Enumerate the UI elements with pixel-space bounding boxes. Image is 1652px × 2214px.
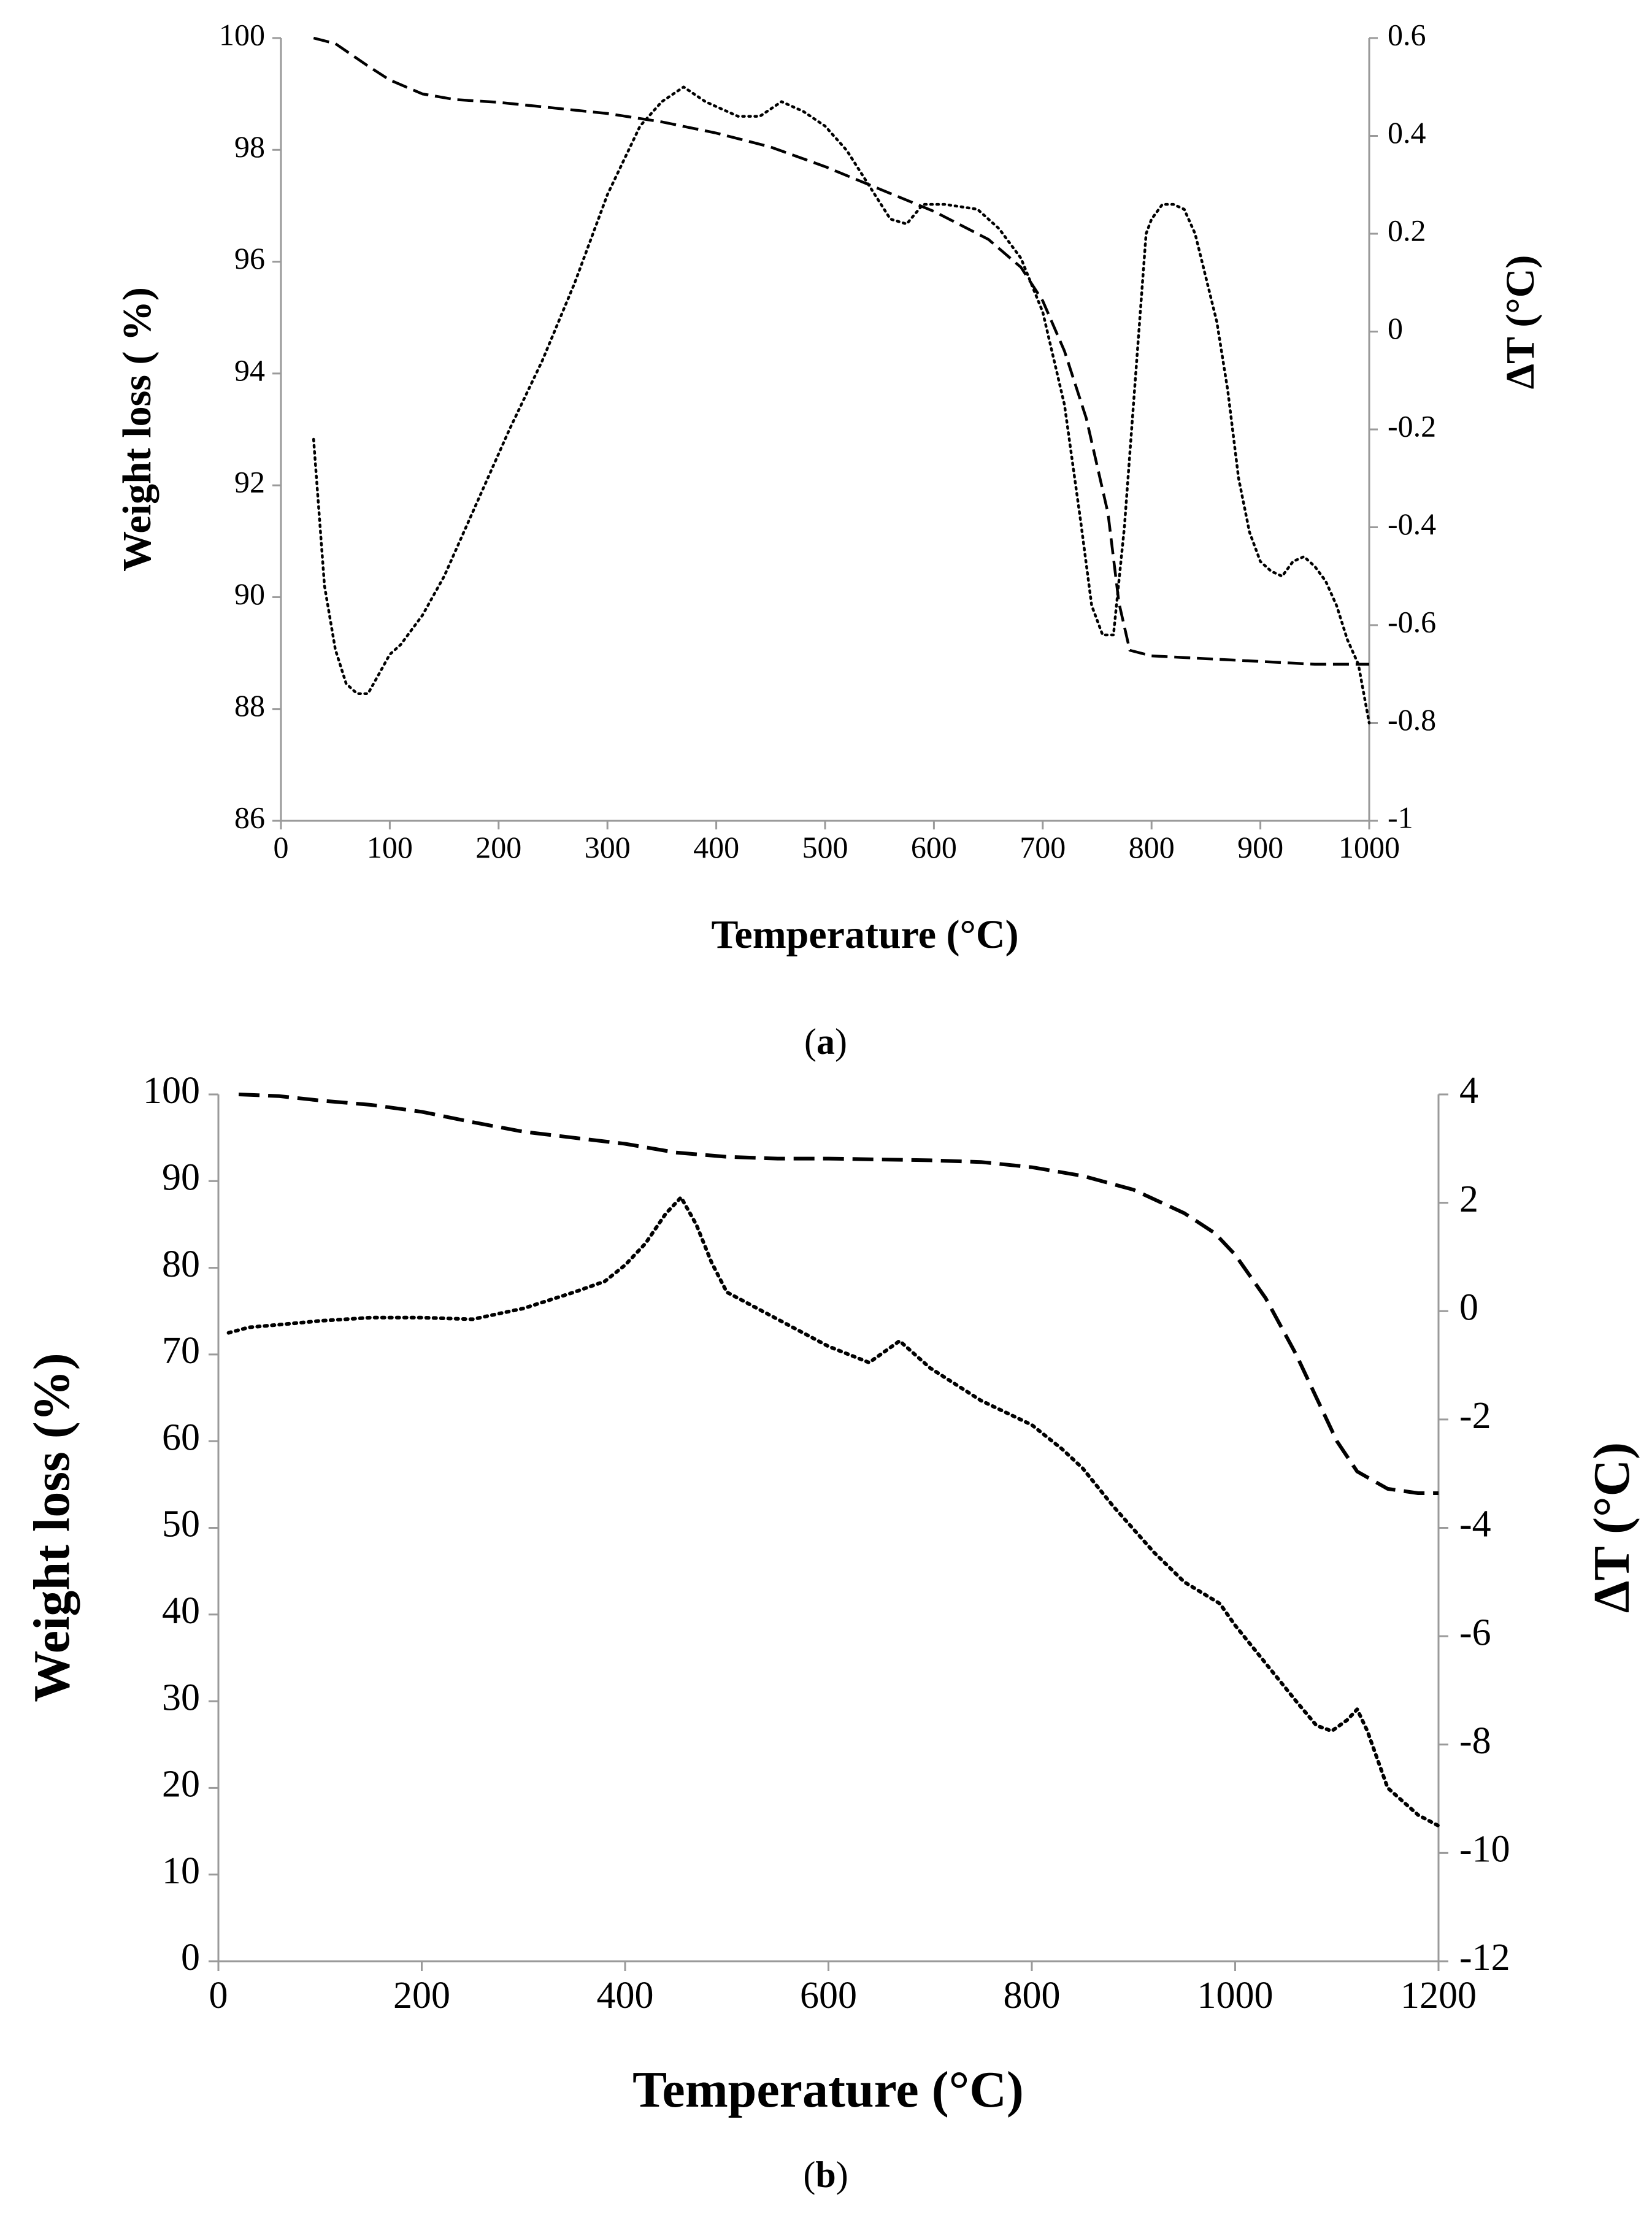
x-tick-label: 700 (1020, 830, 1066, 864)
x-tick-label: 800 (1129, 830, 1175, 864)
y-right-tick-label: -0.6 (1388, 604, 1436, 639)
y-right-tick-label: 2 (1459, 1178, 1478, 1220)
y-right-tick-label: 0.6 (1388, 17, 1426, 52)
y-left-tick-label: 94 (234, 353, 265, 387)
y-right-tick-label: -10 (1459, 1829, 1510, 1870)
y-left-tick-label: 88 (234, 688, 265, 723)
y-left-tick-label: 10 (162, 1850, 200, 1892)
y-left-tick-label: 80 (162, 1243, 200, 1285)
panel-b: 0 200 400 600 800 1000 12000102030405060708090… (23, 1070, 1640, 2195)
x-tick-label: 1000 (1197, 1975, 1274, 2016)
y-left-tick-label: 0 (181, 1937, 200, 1978)
y-left-tick-label: 100 (219, 17, 265, 52)
y-right-tick-label: 0 (1388, 311, 1403, 345)
y-right-tick-label: 0.4 (1388, 115, 1426, 150)
y-right-tick-label: 0 (1459, 1286, 1478, 1328)
y-left-tick-label: 20 (162, 1764, 200, 1805)
x-tick-label: 800 (1004, 1975, 1061, 2016)
panel-a-y-left-title: Weight loss ( %) (115, 287, 159, 572)
x-tick-label: 0 (274, 830, 289, 864)
y-left-tick-label: 70 (162, 1330, 200, 1372)
y-right-tick-label: 4 (1459, 1070, 1478, 1112)
y-right-tick-label: -0.4 (1388, 507, 1436, 541)
y-right-tick-label: 0.2 (1388, 213, 1426, 247)
x-tick-label: 600 (911, 830, 957, 864)
y-right-tick-label: -6 (1459, 1612, 1491, 1653)
y-right-tick-label: -0.2 (1388, 409, 1436, 443)
x-tick-label: 400 (597, 1975, 654, 2016)
x-tick-label: 100 (367, 830, 413, 864)
y-right-tick-label: -2 (1459, 1395, 1491, 1437)
y-right-tick-label: -12 (1459, 1937, 1510, 1978)
x-tick-label: 400 (693, 830, 739, 864)
x-tick-label: 200 (475, 830, 521, 864)
y-left-tick-label: 92 (234, 465, 265, 499)
panel-a-x-title: Temperature (°C) (711, 912, 1018, 957)
x-tick-label: 600 (800, 1975, 857, 2016)
y-left-tick-label: 60 (162, 1416, 200, 1458)
y-left-tick-label: 90 (162, 1157, 200, 1199)
x-tick-label: 1200 (1400, 1975, 1477, 2016)
y-right-tick-label: -4 (1459, 1504, 1491, 1545)
x-tick-label: 300 (585, 830, 631, 864)
panel-a: 0 100 200 300 400 500 600 700 800 900 100086889092… (115, 17, 1543, 1062)
panel-b-y-right-title: ΔT (°C) (1583, 1442, 1640, 1613)
panel-a-caption: (a) (804, 1021, 847, 1062)
x-tick-label: 200 (393, 1975, 450, 2016)
x-tick-label: 900 (1237, 830, 1283, 864)
panel-b-x-title: Temperature (°C) (632, 2061, 1024, 2118)
y-right-tick-label: -1 (1388, 800, 1413, 834)
weight-loss-series (238, 1093, 1439, 1495)
y-right-tick-label: -8 (1459, 1720, 1491, 1762)
x-tick-label: 0 (209, 1975, 228, 2016)
delta-t-series (226, 1195, 1440, 1828)
x-tick-label: 500 (802, 830, 848, 864)
y-left-tick-label: 96 (234, 241, 265, 275)
y-left-tick-label: 50 (162, 1504, 200, 1545)
weight-loss-series (313, 36, 1369, 666)
panel-a-series (312, 36, 1371, 725)
panel-b-ticks: 0 200 400 600 800 1000 12000102030405060708090… (143, 1070, 1510, 2016)
y-left-tick-label: 86 (234, 800, 265, 834)
y-right-tick-label: -0.8 (1388, 702, 1436, 737)
panel-a-ticks: 0 100 200 300 400 500 600 700 800 900 100086889092… (219, 17, 1436, 864)
y-left-tick-label: 90 (234, 577, 265, 611)
panel-b-series (226, 1093, 1440, 1828)
y-left-tick-label: 100 (143, 1070, 200, 1112)
panel-a-y-right-title: ΔT (°C) (1498, 255, 1543, 390)
panel-b-y-left-title: Weight loss (%) (23, 1353, 80, 1702)
y-left-tick-label: 98 (234, 129, 265, 164)
y-left-tick-label: 40 (162, 1590, 200, 1632)
delta-t-series (312, 85, 1371, 725)
y-left-tick-label: 30 (162, 1677, 200, 1718)
x-tick-label: 1000 (1339, 830, 1400, 864)
panel-b-caption: (b) (803, 2154, 848, 2195)
